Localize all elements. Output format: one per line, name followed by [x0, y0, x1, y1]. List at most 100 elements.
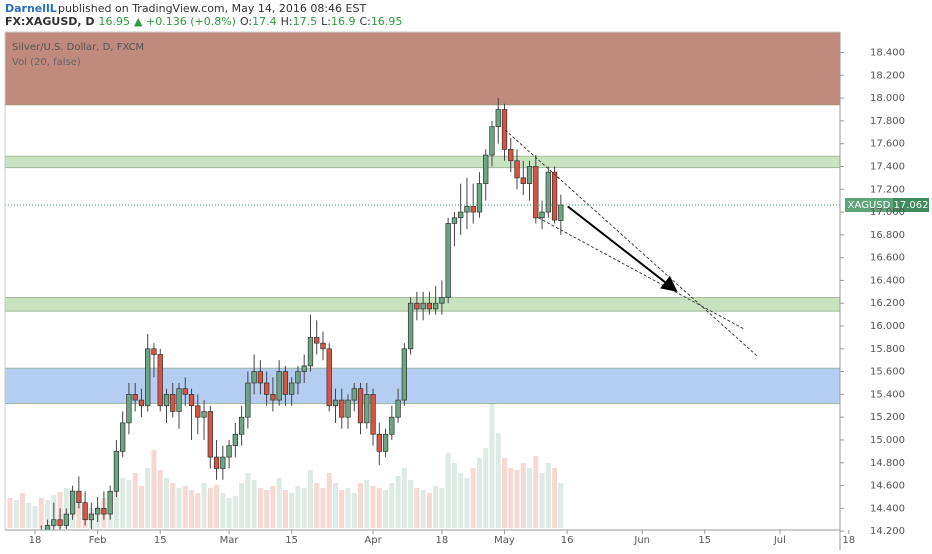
quote-text: C: [359, 15, 370, 28]
volume-bar [433, 486, 439, 528]
candle-body [401, 348, 407, 401]
candle-body [251, 371, 257, 384]
volume-bar [220, 493, 226, 528]
candle-body [44, 525, 51, 530]
candle-body [213, 456, 220, 469]
volume-bar [508, 468, 514, 528]
candle-body [545, 171, 551, 213]
volume-bar [270, 486, 276, 528]
volume-bar [476, 458, 482, 528]
candle-body [245, 382, 251, 418]
volume-bar [376, 488, 382, 528]
candle-body [195, 405, 201, 418]
candle-body [389, 416, 395, 435]
volume-bar [63, 488, 69, 528]
candle-body [270, 394, 276, 401]
quote-text: L: [321, 15, 331, 28]
price-value: 17.062 [894, 200, 929, 211]
volume-bar [552, 468, 558, 528]
volume-bar [38, 498, 44, 528]
volume-bar [282, 490, 288, 528]
volume-bar [151, 450, 157, 528]
candle-body [558, 204, 564, 221]
candle-body [357, 388, 364, 424]
quote-text: 16.95 [99, 15, 131, 28]
candle-body [426, 302, 433, 310]
candle-body [263, 382, 270, 395]
zone [5, 367, 840, 405]
x-tick-label: 18 [29, 535, 42, 546]
x-tick-label: May [494, 535, 515, 546]
volume-bar [113, 483, 119, 528]
x-tick-label: 16 [561, 535, 574, 546]
volume-bar [445, 453, 451, 528]
volume-bar [76, 498, 82, 528]
candle-body [232, 433, 238, 447]
volume-bar [408, 480, 414, 528]
volume-bar [251, 480, 257, 528]
candle-body [508, 149, 514, 162]
volume-bar [257, 488, 263, 528]
candle-body [220, 456, 226, 469]
published: published on TradingView.com, May 14, 20… [58, 2, 366, 15]
x-tick-label: Jun [633, 535, 650, 546]
y-tick-label: 17.400 [870, 161, 905, 172]
x-tick-label: 15 [154, 535, 167, 546]
y-tick-label: 16.600 [870, 253, 905, 264]
y-tick-label: 15.800 [870, 344, 905, 355]
candle-body [145, 348, 151, 407]
candle-body [514, 160, 520, 179]
candle-body [470, 206, 476, 213]
volume-bar [558, 483, 564, 528]
candle-body [551, 171, 558, 221]
candle-body [395, 399, 401, 418]
candle-body [207, 411, 213, 458]
candle-body [539, 211, 545, 219]
author[interactable]: DarnellL [5, 2, 57, 15]
y-tick-label: 18.200 [870, 70, 905, 81]
price-label-box [845, 197, 893, 212]
volume-bar [345, 488, 351, 528]
volume-bar [45, 500, 51, 528]
candle-body [107, 490, 113, 515]
volume-bar [514, 470, 520, 528]
y-tick-label: 16.400 [870, 275, 905, 286]
quote-text: O: [240, 15, 252, 28]
volume-bar [458, 473, 464, 528]
volume-bar [32, 506, 38, 528]
candle-body [464, 206, 470, 213]
volume-bar [182, 486, 188, 528]
volume-bar [420, 490, 426, 528]
candle-body [182, 388, 188, 395]
x-tick-label: 18 [842, 535, 855, 546]
trend-line [504, 129, 758, 356]
candle-body [276, 371, 282, 401]
candle-body [301, 365, 307, 372]
volume-bar [232, 496, 238, 528]
candle-body [295, 371, 301, 384]
volume-bar [470, 468, 476, 528]
candle-body [332, 399, 339, 407]
volume-bar [464, 478, 470, 528]
volume-bar [370, 486, 376, 528]
volume-bar [301, 488, 307, 528]
candle-body [257, 371, 264, 384]
candle-body [120, 422, 126, 452]
candle-body [458, 211, 464, 219]
candle-body [163, 394, 170, 407]
volume-bar [383, 490, 389, 528]
volume-bar [132, 473, 138, 528]
quote-text: 17.5 [293, 15, 318, 28]
x-tick-label: Jul [773, 535, 786, 546]
candle-body [489, 126, 495, 156]
volume-bar [483, 448, 489, 528]
price-label: XAGUSD [848, 200, 891, 211]
candle-body [170, 394, 176, 412]
y-tick-label: 17.600 [870, 139, 905, 150]
volume-bar [201, 483, 207, 528]
volume-bar [545, 463, 551, 528]
x-tick-label: 15 [285, 535, 298, 546]
candle-body [126, 394, 132, 424]
candle-body [476, 183, 483, 213]
y-tick-label: 17.800 [870, 116, 905, 127]
